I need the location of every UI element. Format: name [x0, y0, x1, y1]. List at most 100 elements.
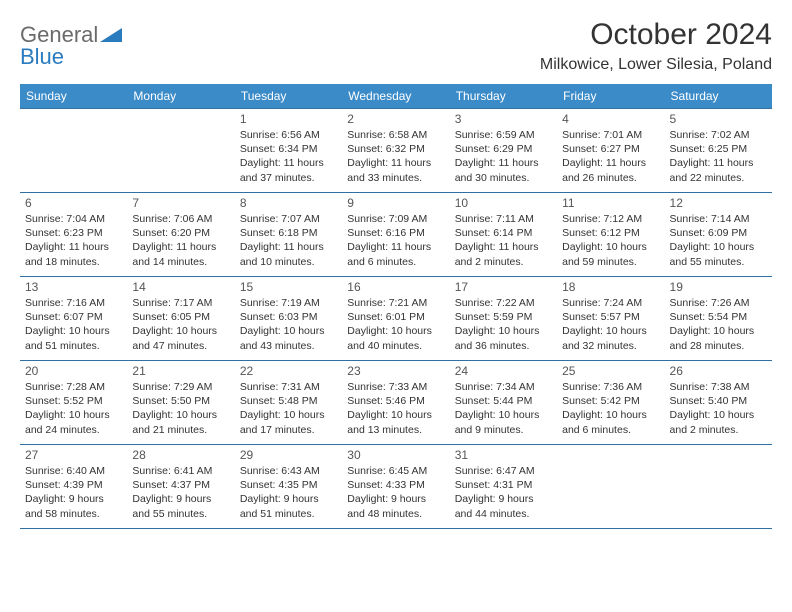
calendar-cell: 30 Sunrise: 6:45 AMSunset: 4:33 PMDayligh…: [342, 445, 449, 529]
calendar-cell: 5Sunrise: 7:02 AMSunset: 6:25 PMDaylight…: [665, 109, 772, 193]
day-number: 4: [562, 112, 659, 126]
day-header: Monday: [127, 84, 234, 109]
day-info: Sunrise: 6:43 AMSunset: 4:35 PMDaylight:…: [240, 464, 337, 521]
day-number: 13: [25, 280, 122, 294]
day-number: 8: [240, 196, 337, 210]
day-header: Saturday: [665, 84, 772, 109]
day-number: 30: [347, 448, 444, 462]
calendar-cell: 7 Sunrise: 7:06 AMSunset: 6:20 PMDaylight…: [127, 193, 234, 277]
day-header: Thursday: [450, 84, 557, 109]
day-info: Sunrise: 7:11 AMSunset: 6:14 PMDaylight:…: [455, 212, 552, 269]
calendar-cell: 18 Sunrise: 7:24 AMSunset: 5:57 PMDayligh…: [557, 277, 664, 361]
day-info: Sunrise: 7:24 AMSunset: 5:57 PMDaylight:…: [562, 296, 659, 353]
day-info: Sunrise: 7:21 AMSunset: 6:01 PMDaylight:…: [347, 296, 444, 353]
calendar-cell: 31Sunrise: 6:47 AMSunset: 4:31 PMDayligh…: [450, 445, 557, 529]
calendar-cell: [665, 445, 772, 529]
day-number: 6: [25, 196, 122, 210]
day-number: 23: [347, 364, 444, 378]
day-number: 5: [670, 112, 767, 126]
calendar-cell: 8 Sunrise: 7:07 AMSunset: 6:18 PMDaylight…: [235, 193, 342, 277]
calendar-cell: 21 Sunrise: 7:29 AMSunset: 5:50 PMDayligh…: [127, 361, 234, 445]
day-info: Sunrise: 7:22 AMSunset: 5:59 PMDaylight:…: [455, 296, 552, 353]
day-info: Sunrise: 7:06 AMSunset: 6:20 PMDaylight:…: [132, 212, 229, 269]
calendar-cell: 22 Sunrise: 7:31 AMSunset: 5:48 PMDayligh…: [235, 361, 342, 445]
day-info: Sunrise: 6:58 AMSunset: 6:32 PMDaylight:…: [347, 128, 444, 185]
day-number: 22: [240, 364, 337, 378]
day-number: 3: [455, 112, 552, 126]
day-info: Sunrise: 7:09 AMSunset: 6:16 PMDaylight:…: [347, 212, 444, 269]
day-info: Sunrise: 7:26 AMSunset: 5:54 PMDaylight:…: [670, 296, 767, 353]
calendar-cell: [20, 109, 127, 193]
day-number: 28: [132, 448, 229, 462]
day-number: 7: [132, 196, 229, 210]
calendar-cell: 24Sunrise: 7:34 AMSunset: 5:44 PMDayligh…: [450, 361, 557, 445]
day-number: 26: [670, 364, 767, 378]
calendar-cell: 13Sunrise: 7:16 AMSunset: 6:07 PMDayligh…: [20, 277, 127, 361]
day-number: 2: [347, 112, 444, 126]
calendar-cell: 6 Sunrise: 7:04 AMSunset: 6:23 PMDaylight…: [20, 193, 127, 277]
day-info: Sunrise: 7:17 AMSunset: 6:05 PMDaylight:…: [132, 296, 229, 353]
calendar-cell: 19 Sunrise: 7:26 AMSunset: 5:54 PMDayligh…: [665, 277, 772, 361]
calendar-cell: [557, 445, 664, 529]
calendar-cell: [127, 109, 234, 193]
calendar-head: SundayMondayTuesdayWednesdayThursdayFrid…: [20, 84, 772, 109]
calendar-cell: 23 Sunrise: 7:33 AMSunset: 5:46 PMDayligh…: [342, 361, 449, 445]
day-number: 15: [240, 280, 337, 294]
month-title: October 2024: [540, 18, 772, 52]
day-info: Sunrise: 6:59 AMSunset: 6:29 PMDaylight:…: [455, 128, 552, 185]
calendar-cell: 11Sunrise: 7:12 AMSunset: 6:12 PMDayligh…: [557, 193, 664, 277]
day-info: Sunrise: 7:38 AMSunset: 5:40 PMDaylight:…: [670, 380, 767, 437]
title-block: October 2024 Milkowice, Lower Silesia, P…: [540, 18, 772, 74]
calendar-cell: 1 Sunrise: 6:56 AMSunset: 6:34 PMDaylight…: [235, 109, 342, 193]
calendar-row: 6 Sunrise: 7:04 AMSunset: 6:23 PMDaylight…: [20, 193, 772, 277]
calendar-cell: 29 Sunrise: 6:43 AMSunset: 4:35 PMDayligh…: [235, 445, 342, 529]
calendar-body: 1 Sunrise: 6:56 AMSunset: 6:34 PMDaylight…: [20, 109, 772, 529]
day-number: 12: [670, 196, 767, 210]
day-header: Friday: [557, 84, 664, 109]
calendar-cell: 4 Sunrise: 7:01 AMSunset: 6:27 PMDaylight…: [557, 109, 664, 193]
day-number: 21: [132, 364, 229, 378]
calendar-cell: 26 Sunrise: 7:38 AMSunset: 5:40 PMDayligh…: [665, 361, 772, 445]
calendar-cell: 28Sunrise: 6:41 AMSunset: 4:37 PMDayligh…: [127, 445, 234, 529]
day-header: Sunday: [20, 84, 127, 109]
day-number: 19: [670, 280, 767, 294]
day-number: 16: [347, 280, 444, 294]
day-info: Sunrise: 7:33 AMSunset: 5:46 PMDaylight:…: [347, 380, 444, 437]
day-number: 20: [25, 364, 122, 378]
day-info: Sunrise: 7:04 AMSunset: 6:23 PMDaylight:…: [25, 212, 122, 269]
day-info: Sunrise: 7:29 AMSunset: 5:50 PMDaylight:…: [132, 380, 229, 437]
day-number: 25: [562, 364, 659, 378]
day-number: 29: [240, 448, 337, 462]
calendar-cell: 20 Sunrise: 7:28 AMSunset: 5:52 PMDayligh…: [20, 361, 127, 445]
day-info: Sunrise: 7:07 AMSunset: 6:18 PMDaylight:…: [240, 212, 337, 269]
day-header: Wednesday: [342, 84, 449, 109]
day-number: 17: [455, 280, 552, 294]
day-info: Sunrise: 7:34 AMSunset: 5:44 PMDaylight:…: [455, 380, 552, 437]
calendar-row: 27Sunrise: 6:40 AMSunset: 4:39 PMDayligh…: [20, 445, 772, 529]
calendar-cell: 3 Sunrise: 6:59 AMSunset: 6:29 PMDaylight…: [450, 109, 557, 193]
calendar-cell: 25 Sunrise: 7:36 AMSunset: 5:42 PMDayligh…: [557, 361, 664, 445]
day-info: Sunrise: 6:56 AMSunset: 6:34 PMDaylight:…: [240, 128, 337, 185]
calendar-cell: 27Sunrise: 6:40 AMSunset: 4:39 PMDayligh…: [20, 445, 127, 529]
day-info: Sunrise: 7:14 AMSunset: 6:09 PMDaylight:…: [670, 212, 767, 269]
day-number: 11: [562, 196, 659, 210]
brand-logo: General Blue: [20, 18, 122, 68]
day-info: Sunrise: 7:31 AMSunset: 5:48 PMDaylight:…: [240, 380, 337, 437]
calendar-cell: 14 Sunrise: 7:17 AMSunset: 6:05 PMDayligh…: [127, 277, 234, 361]
brand-triangle-icon: [100, 24, 122, 46]
day-info: Sunrise: 6:45 AMSunset: 4:33 PMDaylight:…: [347, 464, 444, 521]
calendar-row: 13Sunrise: 7:16 AMSunset: 6:07 PMDayligh…: [20, 277, 772, 361]
location: Milkowice, Lower Silesia, Poland: [540, 56, 772, 74]
day-info: Sunrise: 7:36 AMSunset: 5:42 PMDaylight:…: [562, 380, 659, 437]
day-number: 10: [455, 196, 552, 210]
calendar-cell: 10 Sunrise: 7:11 AMSunset: 6:14 PMDayligh…: [450, 193, 557, 277]
day-info: Sunrise: 7:28 AMSunset: 5:52 PMDaylight:…: [25, 380, 122, 437]
calendar-cell: 9 Sunrise: 7:09 AMSunset: 6:16 PMDaylight…: [342, 193, 449, 277]
calendar-cell: 12 Sunrise: 7:14 AMSunset: 6:09 PMDayligh…: [665, 193, 772, 277]
day-number: 9: [347, 196, 444, 210]
day-number: 1: [240, 112, 337, 126]
day-number: 14: [132, 280, 229, 294]
calendar-cell: 16 Sunrise: 7:21 AMSunset: 6:01 PMDayligh…: [342, 277, 449, 361]
day-info: Sunrise: 7:01 AMSunset: 6:27 PMDaylight:…: [562, 128, 659, 185]
day-number: 18: [562, 280, 659, 294]
